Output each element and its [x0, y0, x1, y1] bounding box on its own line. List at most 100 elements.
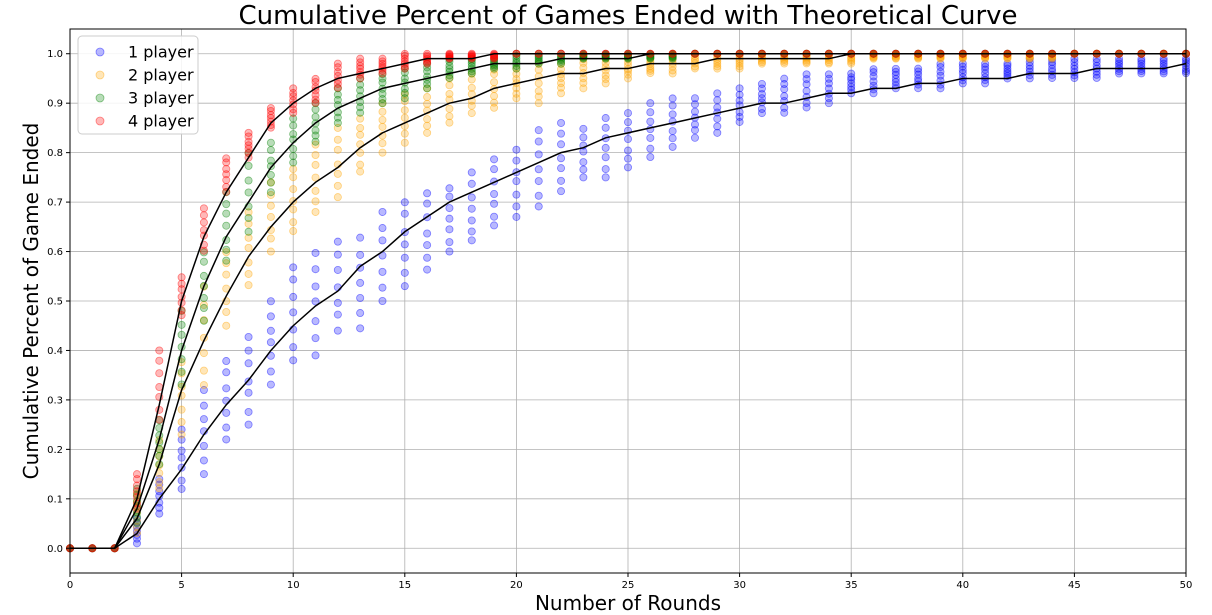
data-point [1003, 54, 1012, 63]
data-point [378, 69, 387, 78]
series-1-player [66, 54, 1191, 553]
data-point [579, 63, 588, 72]
data-point [333, 326, 342, 335]
data-point [490, 212, 499, 221]
data-point [579, 84, 588, 93]
data-point [199, 316, 208, 325]
data-point [690, 55, 699, 64]
data-point [423, 67, 432, 76]
data-point [289, 158, 298, 167]
data-point [557, 118, 566, 127]
data-point [400, 106, 409, 115]
data-point [266, 104, 275, 113]
data-point [646, 117, 655, 126]
data-point [445, 104, 454, 113]
series-3-player [66, 49, 1191, 553]
data-point [311, 334, 320, 343]
data-point [1070, 58, 1079, 67]
data-point [222, 221, 231, 230]
data-point [289, 108, 298, 117]
legend-label: 2 player [128, 66, 194, 85]
data-point [222, 209, 231, 218]
data-point [311, 186, 320, 195]
data-point [690, 120, 699, 129]
y-tick-label: 0.4 [47, 346, 63, 357]
data-point [824, 94, 833, 103]
data-point [289, 356, 298, 365]
data-point [311, 105, 320, 114]
data-point [869, 72, 878, 81]
data-point [177, 405, 186, 414]
data-point [981, 69, 990, 78]
data-point [958, 52, 967, 61]
data-point [490, 98, 499, 107]
data-point [914, 54, 923, 63]
data-point [1070, 54, 1079, 63]
data-point [311, 297, 320, 306]
data-point [266, 138, 275, 147]
data-point [512, 69, 521, 78]
data-point [266, 212, 275, 221]
data-point [445, 184, 454, 193]
data-point [467, 216, 476, 225]
data-point [690, 126, 699, 135]
data-point [1137, 55, 1146, 64]
data-point [155, 484, 164, 493]
data-point [936, 63, 945, 72]
data-point [311, 74, 320, 83]
scatter-points [66, 49, 1191, 553]
data-point [467, 193, 476, 202]
data-point [289, 121, 298, 130]
data-point [668, 101, 677, 110]
data-point [333, 123, 342, 132]
legend-marker [95, 93, 105, 103]
data-point [356, 160, 365, 169]
data-point [601, 71, 610, 80]
data-point [400, 129, 409, 138]
data-point [356, 108, 365, 117]
data-point [378, 148, 387, 157]
theoretical-curve [70, 52, 1186, 550]
data-point [624, 146, 633, 155]
data-point [311, 95, 320, 104]
data-point [534, 65, 543, 74]
data-point [289, 89, 298, 98]
data-point [311, 151, 320, 160]
data-point [311, 131, 320, 140]
data-point [423, 99, 432, 108]
data-point [333, 193, 342, 202]
data-point [936, 71, 945, 80]
data-point [356, 123, 365, 132]
data-point [244, 359, 253, 368]
data-point [423, 189, 432, 198]
data-point [512, 54, 521, 63]
data-point [646, 153, 655, 162]
data-point [311, 126, 320, 135]
data-point [467, 227, 476, 236]
data-point [936, 67, 945, 76]
legend-marker [95, 70, 105, 80]
data-point [936, 54, 945, 63]
data-point [824, 74, 833, 83]
chart-title: Cumulative Percent of Games Ended with T… [238, 1, 1017, 31]
data-point [1025, 54, 1034, 63]
data-point [177, 476, 186, 485]
data-point [735, 112, 744, 121]
data-point [1159, 59, 1168, 68]
data-point [333, 237, 342, 246]
data-point [266, 367, 275, 376]
data-point [199, 381, 208, 390]
data-point [1159, 69, 1168, 78]
data-point [891, 77, 900, 86]
data-point [333, 181, 342, 190]
data-point [958, 66, 967, 75]
data-point [423, 63, 432, 72]
data-point [490, 155, 499, 164]
data-point [534, 99, 543, 108]
data-point [467, 204, 476, 213]
data-point [155, 503, 164, 512]
data-point [847, 57, 856, 66]
data-point [847, 82, 856, 91]
data-point [400, 74, 409, 83]
data-point [557, 187, 566, 196]
